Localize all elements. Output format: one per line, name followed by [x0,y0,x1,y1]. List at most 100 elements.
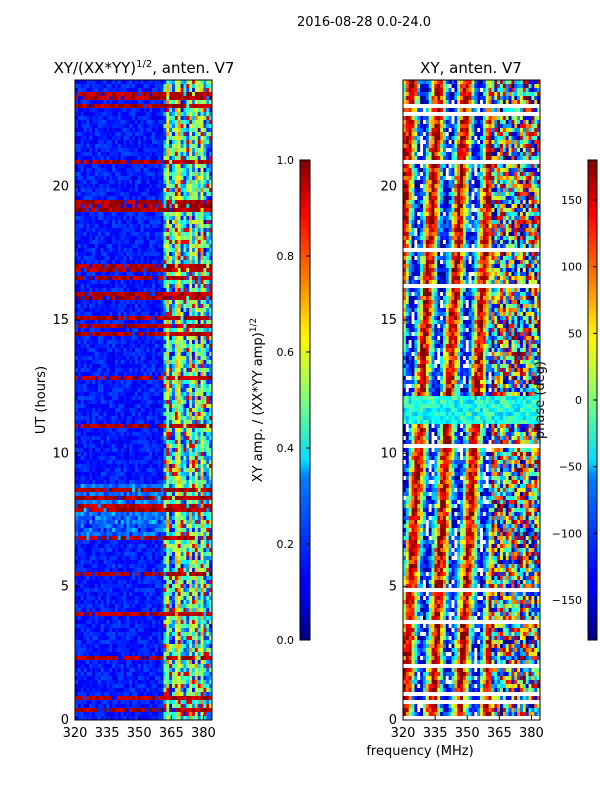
heat-cell [157,124,162,129]
heat-cell [209,240,212,245]
heat-cell [172,460,176,465]
heat-cell [106,324,110,329]
heat-cell [77,472,82,477]
heat-cell [180,428,185,433]
heat-cell [80,124,85,129]
heat-cell [149,384,153,389]
heat-cell [203,120,207,125]
heat-cell [200,128,205,133]
heat-cell [180,168,185,173]
heat-cell [152,316,156,321]
heat-cell [197,368,202,373]
heat-cell [160,368,165,373]
heat-cell [177,276,182,281]
heat-cell [172,356,176,361]
heat-cell [123,304,127,309]
heat-cell [149,104,153,109]
heat-cell [94,100,99,105]
heat-cell [143,280,147,285]
heat-cell [160,340,165,345]
heat-cell [180,116,185,121]
heat-cell [154,232,159,237]
heat-cell [83,444,88,449]
heat-cell [172,288,176,293]
heat-cell [94,460,99,465]
heat-cell [83,228,88,233]
heat-cell [123,420,127,425]
heat-cell [137,136,142,141]
heat-cell [149,124,153,129]
heat-cell [146,284,150,289]
heat-cell [183,404,187,409]
heat-cell [106,288,110,293]
heat-cell [174,368,179,373]
heat-cell [206,260,210,265]
heat-cell [120,388,125,393]
heat-cell [189,360,193,365]
heat-cell [197,408,202,413]
heat-cell [192,160,196,165]
heat-cell [192,304,196,309]
heat-cell [106,136,110,141]
heat-cell [114,476,119,481]
heat-cell [206,216,210,221]
heat-cell [77,332,82,337]
heat-cell [94,472,99,477]
heat-cell [100,400,105,405]
heat-cell [86,140,90,145]
heat-cell [206,380,210,385]
heat-cell [114,140,119,145]
heat-cell [200,316,205,321]
heat-cell [137,432,142,437]
heat-cell [200,372,205,377]
heat-cell [109,444,113,449]
heat-cell [132,432,136,437]
heat-cell [149,420,153,425]
heat-cell [172,148,176,153]
heat-cell [129,424,133,429]
heat-cell [146,300,150,305]
heat-cell [209,288,212,293]
heat-cell [106,448,110,453]
heat-cell [197,164,202,169]
heat-cell [192,232,196,237]
heat-cell [120,272,125,277]
heat-cell [83,84,88,89]
heat-cell [126,168,130,173]
heat-cell [152,232,156,237]
heat-cell [83,368,88,373]
heat-cell [174,428,179,433]
heat-cell [209,96,212,101]
heat-cell [100,288,105,293]
heat-cell [152,420,156,425]
heat-cell [94,456,99,461]
heat-cell [186,164,190,169]
heat-cell [129,196,133,201]
heat-cell [146,448,150,453]
heat-cell [132,332,136,337]
heat-cell [117,136,122,141]
heat-cell [117,200,122,205]
heat-cell [200,232,205,237]
heat-cell [169,404,173,409]
heat-cell [174,244,179,249]
heat-cell [123,296,127,301]
heat-cell [89,476,93,481]
heat-cell [83,212,88,217]
heat-cell [132,336,136,341]
heat-cell [114,472,119,477]
heat-cell [194,408,199,413]
heat-cell [92,408,96,413]
heat-cell [126,196,130,201]
heat-cell [146,96,150,101]
heat-cell [100,436,105,441]
heat-cell [203,384,207,389]
heat-cell [129,192,133,197]
heat-cell [166,336,170,341]
heat-cell [89,88,93,93]
heat-cell [174,444,179,449]
heat-cell [92,396,96,401]
heat-cell [163,180,167,185]
heat-cell [75,116,79,121]
heat-cell [83,488,88,493]
